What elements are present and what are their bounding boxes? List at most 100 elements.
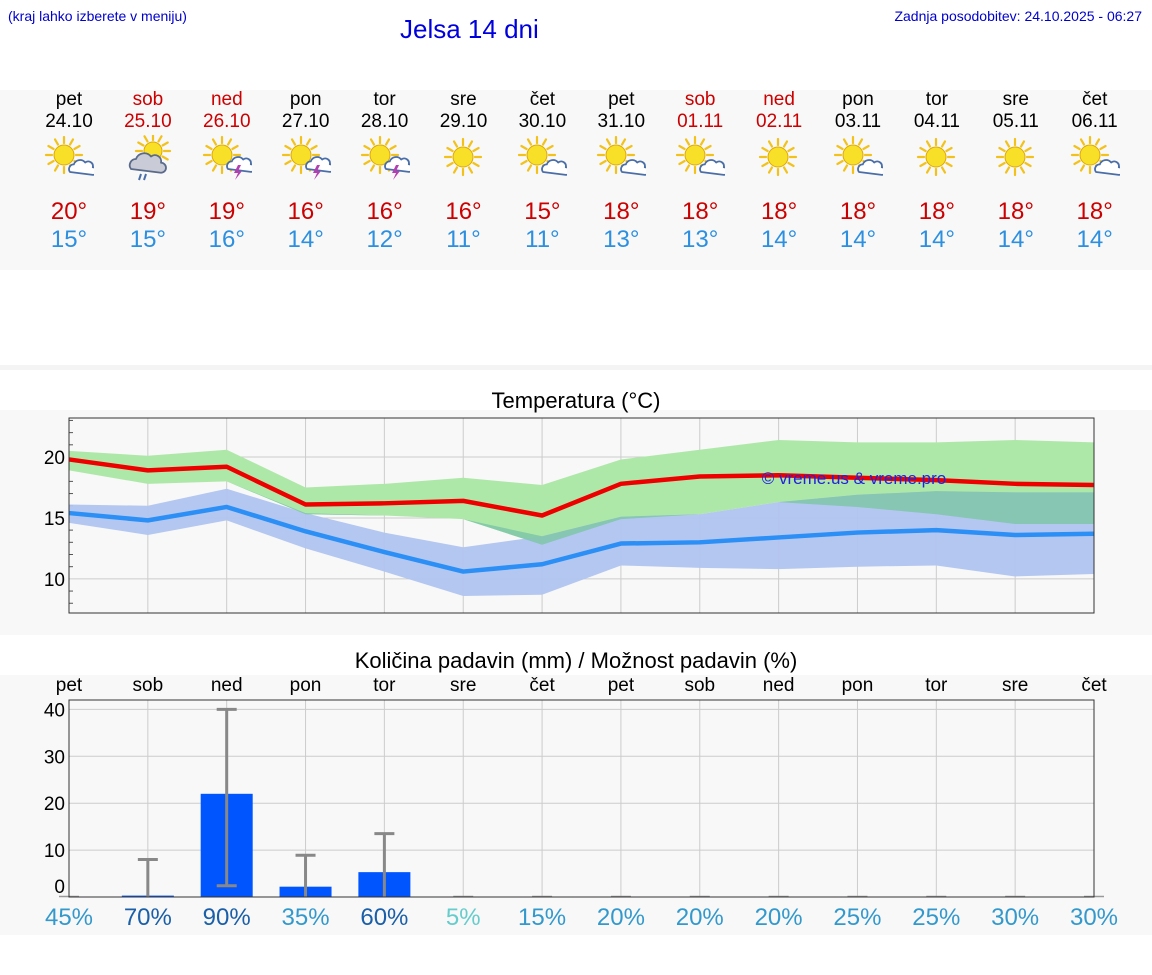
precip-probability: 60% bbox=[360, 904, 409, 931]
day-min-temp: 14° bbox=[760, 226, 798, 253]
day-min-temp: 15° bbox=[129, 226, 167, 253]
day-weekday: sob bbox=[684, 89, 716, 110]
sun-cloud-icon bbox=[518, 135, 568, 176]
sun-cloud-icon bbox=[44, 135, 94, 176]
x-tick-label: sob bbox=[132, 675, 164, 696]
day-weekday: pon bbox=[289, 89, 322, 110]
day-weekday: pet bbox=[55, 89, 83, 110]
x-tick-label: ned bbox=[210, 675, 243, 696]
day-weekday: pon bbox=[842, 89, 874, 110]
sun-thunder-icon bbox=[281, 135, 331, 180]
day-date: 04.11 bbox=[913, 111, 960, 132]
watermark: © vreme.us & vreme.pro bbox=[762, 469, 946, 488]
day-weekday: tor bbox=[373, 89, 396, 110]
y-tick-label: 40 bbox=[44, 700, 65, 721]
day-min-temp: 14° bbox=[1076, 226, 1113, 253]
sun-thunder-icon bbox=[360, 135, 410, 180]
y-tick-label: 10 bbox=[44, 570, 65, 591]
max-temp-line bbox=[68, 457, 1095, 518]
day-max-temp: 18° bbox=[918, 198, 956, 225]
location-hint: (kraj lahko izberete v meniju) bbox=[8, 8, 187, 24]
sun-thunder-icon bbox=[202, 135, 252, 180]
precip-probability: 20% bbox=[754, 904, 803, 931]
day-weekday: čet bbox=[1082, 89, 1108, 110]
day-weekday: sre bbox=[450, 89, 477, 110]
x-tick-label: čet bbox=[1081, 675, 1107, 696]
day-date: 27.10 bbox=[281, 111, 330, 132]
x-tick-label: pet bbox=[55, 675, 83, 696]
sun-icon bbox=[995, 137, 1034, 177]
day-date: 02.11 bbox=[756, 111, 803, 132]
precip-probability: 5% bbox=[445, 904, 481, 931]
rain-cloud-sun-icon bbox=[128, 135, 171, 181]
plot-frame bbox=[68, 699, 1095, 898]
day-max-temp: 16° bbox=[287, 198, 324, 225]
temperature-chart-title: Temperatura (°C) bbox=[491, 388, 661, 413]
day-date: 05.11 bbox=[992, 111, 1039, 132]
day-max-temp: 18° bbox=[997, 198, 1034, 225]
day-date: 30.10 bbox=[518, 111, 567, 132]
day-weekday: pet bbox=[608, 89, 635, 110]
day-weekday: sre bbox=[1002, 89, 1029, 110]
y-tick-label: 20 bbox=[44, 448, 65, 469]
sun-icon bbox=[443, 137, 482, 177]
precip-error-bar bbox=[374, 832, 395, 897]
sun-cloud-icon bbox=[833, 135, 883, 176]
day-weekday: sob bbox=[132, 89, 164, 110]
min-temp-line bbox=[68, 504, 1095, 574]
sun-cloud-icon bbox=[676, 135, 726, 176]
temperature-chart: 10 15 20 © vreme.us & vreme.pro bbox=[44, 417, 1095, 614]
day-min-temp: 14° bbox=[839, 226, 877, 253]
day-date: 01.11 bbox=[677, 111, 724, 132]
day-date: 31.10 bbox=[597, 111, 646, 132]
divider bbox=[0, 365, 1152, 370]
page-title: Jelsa 14 dni bbox=[400, 14, 539, 44]
precip-probability: 70% bbox=[123, 904, 172, 931]
y-tick-label: 30 bbox=[44, 747, 65, 768]
x-tick-label: tor bbox=[925, 675, 948, 696]
day-max-temp: 15° bbox=[524, 198, 561, 225]
precip-probability: 45% bbox=[44, 904, 94, 931]
daily-forecast-panel bbox=[0, 90, 1152, 270]
precipitation-chart-title: Količina padavin (mm) / Možnost padavin … bbox=[354, 648, 798, 673]
precip-error-bar bbox=[295, 853, 316, 897]
overlap-band bbox=[69, 470, 1094, 545]
x-tick-label: ned bbox=[762, 675, 795, 696]
day-max-temp: 19° bbox=[208, 198, 245, 225]
day-min-temp: 16° bbox=[208, 226, 245, 253]
precip-probability: 30% bbox=[991, 904, 1040, 931]
y-tick-label: 0 bbox=[54, 877, 65, 898]
day-min-temp: 13° bbox=[682, 226, 719, 253]
day-max-temp: 18° bbox=[1076, 198, 1113, 225]
precipitation-chart: 0 10 20 30 40 bbox=[44, 699, 1104, 898]
day-date: 03.11 bbox=[834, 111, 882, 132]
y-tick-label: 20 bbox=[44, 794, 65, 815]
day-min-temp: 11° bbox=[446, 226, 481, 253]
day-weekday: čet bbox=[529, 89, 556, 110]
day-date: 06.11 bbox=[1071, 111, 1118, 132]
day-min-temp: 11° bbox=[525, 226, 560, 253]
x-tick-label: sre bbox=[1001, 675, 1029, 696]
x-tick-label: pet bbox=[607, 675, 635, 696]
day-min-temp: 13° bbox=[603, 226, 640, 253]
precip-probability: 90% bbox=[202, 904, 251, 931]
last-update: Zadnja posodobitev: 24.10.2025 - 06:27 bbox=[894, 8, 1142, 24]
precip-probability: 15% bbox=[518, 904, 567, 931]
day-weekday: tor bbox=[925, 89, 948, 110]
sun-icon bbox=[916, 137, 955, 177]
sun-icon bbox=[758, 137, 798, 177]
plot-frame bbox=[68, 417, 1095, 614]
day-max-temp: 18° bbox=[760, 198, 798, 225]
day-max-temp: 16° bbox=[445, 198, 482, 225]
day-date: 26.10 bbox=[203, 111, 251, 132]
day-date: 29.10 bbox=[439, 111, 488, 132]
y-tick-label: 10 bbox=[44, 841, 65, 862]
day-date: 28.10 bbox=[360, 111, 409, 132]
day-max-temp: 20° bbox=[50, 198, 88, 225]
x-tick-label: sre bbox=[450, 675, 477, 696]
day-date: 25.10 bbox=[124, 111, 172, 132]
day-min-temp: 15° bbox=[50, 226, 88, 253]
day-min-temp: 14° bbox=[287, 226, 324, 253]
min-temp-range-band bbox=[69, 488, 1094, 596]
x-tick-label: čet bbox=[529, 675, 555, 696]
